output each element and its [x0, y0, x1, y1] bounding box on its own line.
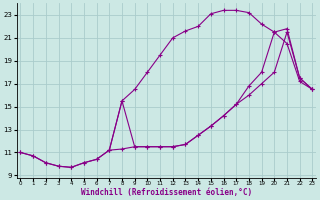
- X-axis label: Windchill (Refroidissement éolien,°C): Windchill (Refroidissement éolien,°C): [81, 188, 252, 197]
